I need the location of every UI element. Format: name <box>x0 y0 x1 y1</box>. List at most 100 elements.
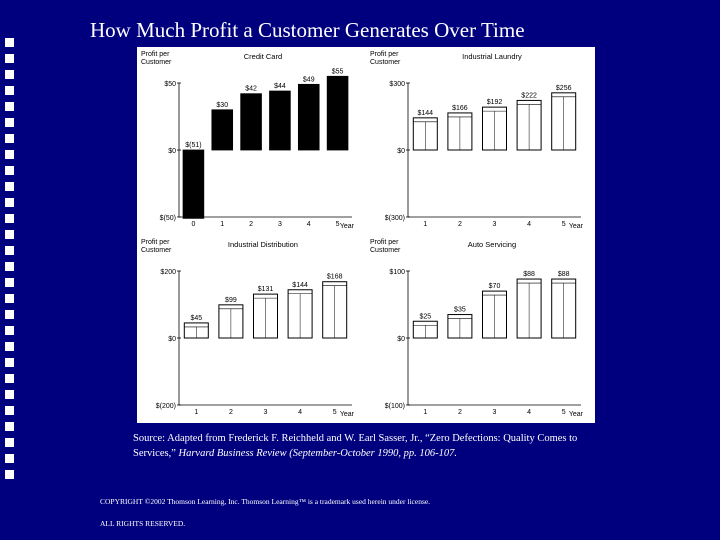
chart-title: Auto Servicing <box>468 240 516 249</box>
rights-text: ALL RIGHTS RESERVED. <box>100 519 186 528</box>
decorative-square <box>5 278 14 287</box>
x-tick-label: 0 <box>191 221 195 228</box>
decorative-square <box>5 38 14 47</box>
bar-value-label: $55 <box>332 68 344 75</box>
y-tick-label: $(100) <box>385 403 405 410</box>
source-note: Source: Adapted from Frederick F. Reichh… <box>133 431 613 461</box>
y-tick-label: $0 <box>397 336 405 343</box>
y-tick-label: $0 <box>168 336 176 343</box>
chart-ylabel: Customer <box>141 247 172 254</box>
chart-ylabel: Profit per <box>141 239 170 246</box>
decorative-square <box>5 150 14 159</box>
y-tick-label: $100 <box>389 269 405 276</box>
chart-title: Industrial Laundry <box>462 52 522 61</box>
bar-value-label: $144 <box>418 110 434 117</box>
x-axis-label: Year <box>569 223 584 230</box>
y-tick-label: $0 <box>168 148 176 155</box>
x-axis-label: Year <box>340 411 355 418</box>
x-tick-label: 3 <box>493 221 497 228</box>
decorative-square <box>5 246 14 255</box>
bar-value-label: $192 <box>487 99 503 106</box>
bar-value-label: $30 <box>216 102 228 109</box>
decorative-square <box>5 214 14 223</box>
x-tick-label: 4 <box>298 409 302 416</box>
y-tick-label: $(50) <box>160 215 176 222</box>
decorative-square <box>5 70 14 79</box>
decorative-square <box>5 182 14 191</box>
x-tick-label: 3 <box>264 409 268 416</box>
x-tick-label: 2 <box>249 221 253 228</box>
decorative-square <box>5 438 14 447</box>
decorative-square <box>5 118 14 127</box>
x-tick-label: 5 <box>562 409 566 416</box>
bar-value-label: $25 <box>419 313 431 320</box>
x-tick-label: 5 <box>333 409 337 416</box>
bar <box>182 149 205 219</box>
bar-value-label: $256 <box>556 85 572 92</box>
decorative-square <box>5 342 14 351</box>
decorative-square <box>5 454 14 463</box>
x-tick-label: 4 <box>527 221 531 228</box>
y-tick-label: $(300) <box>385 215 405 222</box>
bar-value-label: $49 <box>303 76 315 83</box>
chart-title: Industrial Distribution <box>228 240 298 249</box>
decorative-square <box>5 326 14 335</box>
decorative-square-column <box>5 38 17 486</box>
x-tick-label: 1 <box>220 221 224 228</box>
copyright-text: COPYRIGHT ©2002 Thomson Learning, Inc. T… <box>100 497 431 506</box>
chart-ylabel: Customer <box>370 59 401 66</box>
decorative-square <box>5 294 14 303</box>
decorative-square <box>5 134 14 143</box>
bar-value-label: $(51) <box>185 142 201 149</box>
source-journal: Harvard Business Review (September-Octob… <box>178 448 457 459</box>
x-tick-label: 2 <box>229 409 233 416</box>
decorative-square <box>5 390 14 399</box>
slide-title: How Much Profit a Customer Generates Ove… <box>90 18 525 42</box>
decorative-square <box>5 86 14 95</box>
bar-value-label: $131 <box>258 286 274 293</box>
bar-value-label: $99 <box>225 297 237 304</box>
x-tick-label: 1 <box>194 409 198 416</box>
x-tick-label: 4 <box>307 221 311 228</box>
decorative-square <box>5 406 14 415</box>
chart-ylabel: Profit per <box>370 51 399 58</box>
bar <box>269 90 291 151</box>
decorative-square <box>5 166 14 175</box>
x-tick-label: 5 <box>336 221 340 228</box>
x-tick-label: 3 <box>278 221 282 228</box>
decorative-square <box>5 230 14 239</box>
x-tick-label: 2 <box>458 409 462 416</box>
y-tick-label: $(200) <box>156 403 176 410</box>
chart-ylabel: Profit per <box>141 51 170 58</box>
x-axis-label: Year <box>569 411 584 418</box>
decorative-square <box>5 54 14 63</box>
x-tick-label: 5 <box>562 221 566 228</box>
y-tick-label: $300 <box>389 81 405 88</box>
chart-ylabel: Profit per <box>370 239 399 246</box>
bar-value-label: $88 <box>558 271 570 278</box>
bar-value-label: $166 <box>452 105 468 112</box>
decorative-square <box>5 358 14 367</box>
bar-value-label: $44 <box>274 83 286 90</box>
bar-value-label: $88 <box>523 271 535 278</box>
decorative-square <box>5 262 14 271</box>
source-text: Source: Adapted from Frederick F. Reichh… <box>133 433 578 459</box>
x-tick-label: 2 <box>458 221 462 228</box>
bar-value-label: $45 <box>190 315 202 322</box>
bar <box>240 93 262 151</box>
chart-title: Credit Card <box>244 52 282 61</box>
x-axis-label: Year <box>340 223 355 230</box>
bar-value-label: $168 <box>327 274 343 281</box>
bar <box>211 109 234 151</box>
bar-value-label: $35 <box>454 307 466 314</box>
chart-ylabel: Customer <box>370 247 401 254</box>
decorative-square <box>5 422 14 431</box>
bar-value-label: $144 <box>292 282 308 289</box>
x-tick-label: 1 <box>423 221 427 228</box>
decorative-square <box>5 310 14 319</box>
chart-ylabel: Customer <box>141 59 172 66</box>
x-tick-label: 3 <box>493 409 497 416</box>
